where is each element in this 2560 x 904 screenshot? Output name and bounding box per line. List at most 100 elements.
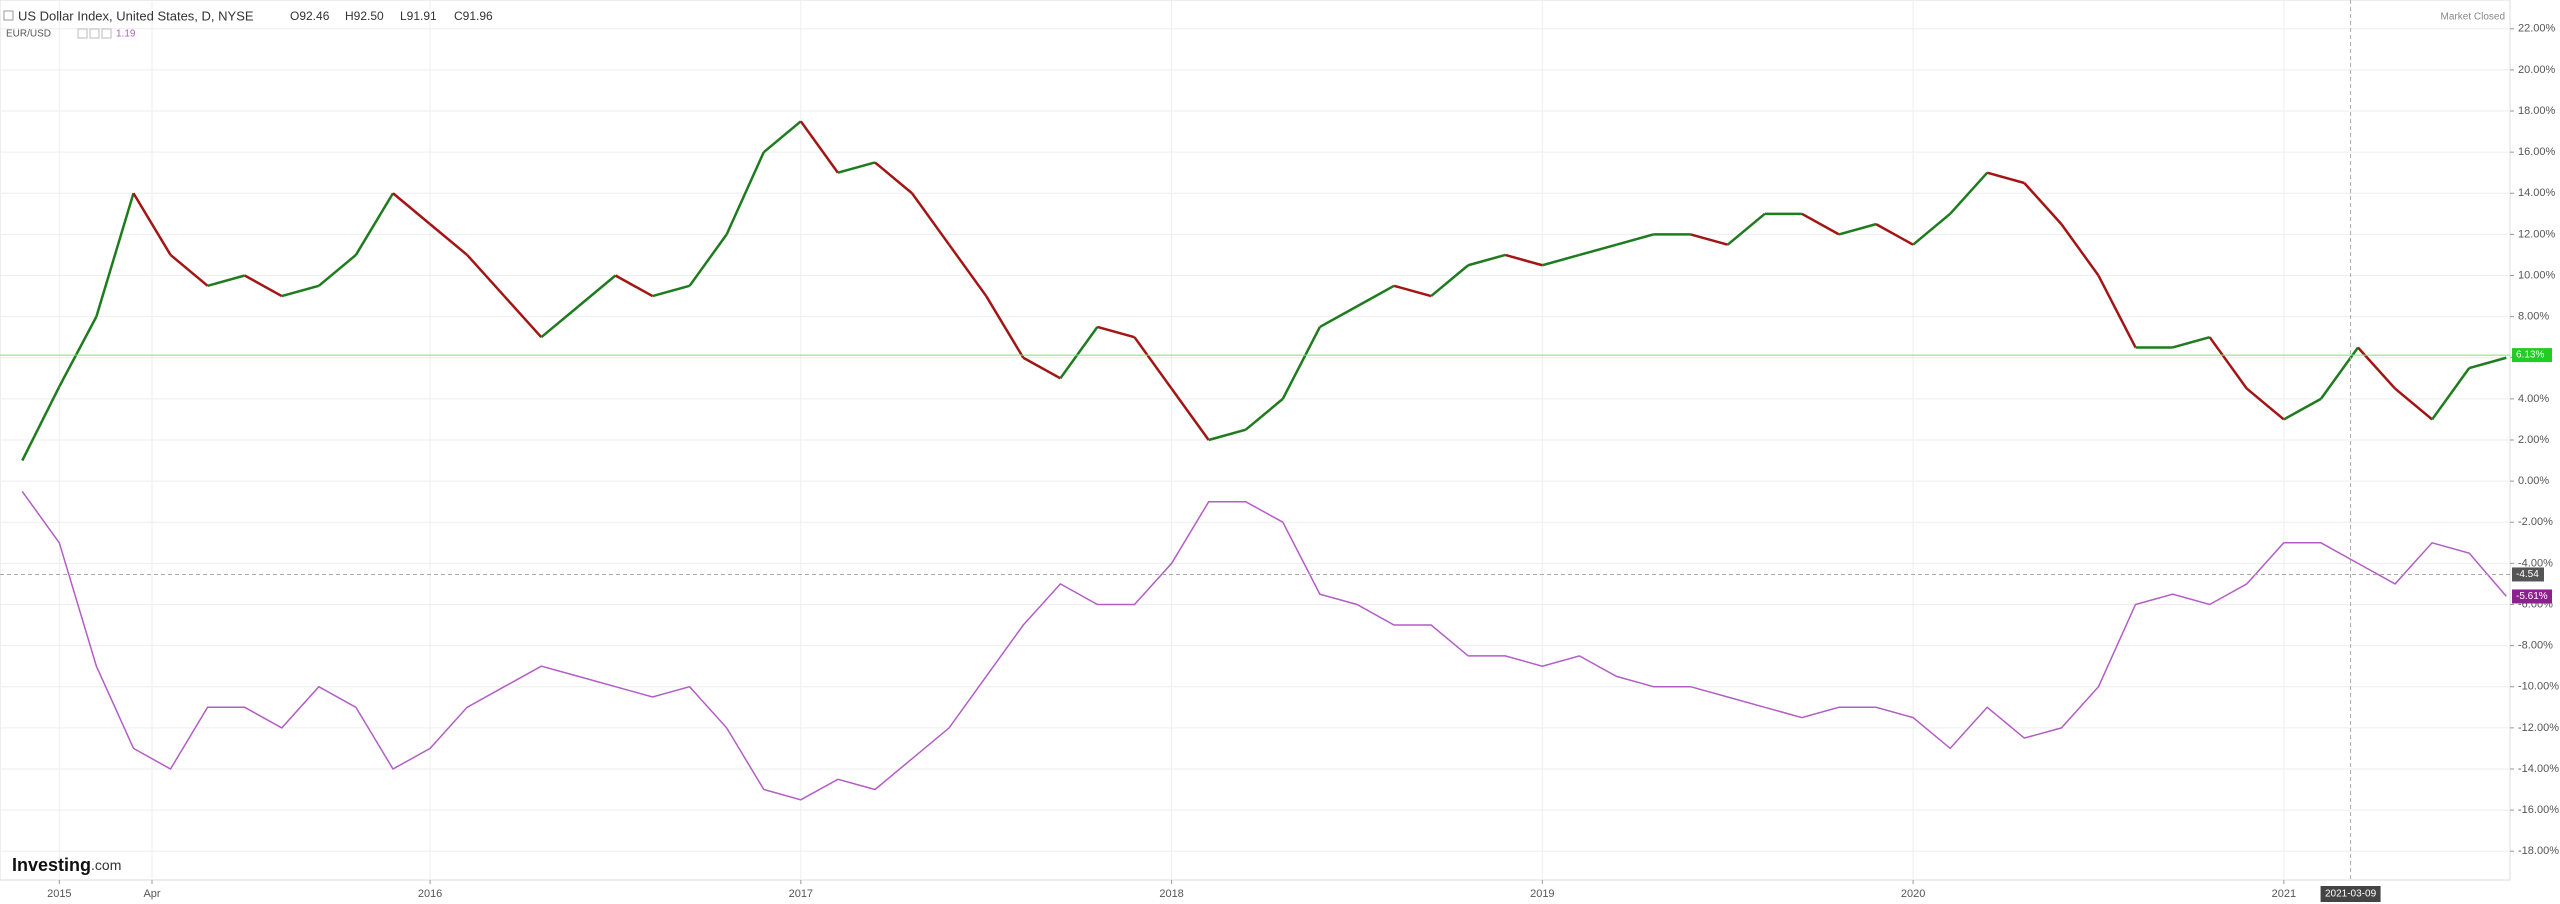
legend-icon[interactable]: [77, 28, 88, 39]
price-segment: [2357, 346, 2396, 390]
price-segment: [2023, 182, 2063, 225]
legend-icon[interactable]: [101, 28, 112, 39]
price-segment: [58, 316, 98, 388]
x-tick-label: 2016: [418, 888, 442, 900]
marks: [21, 120, 2507, 801]
x-tick-label: Apr: [143, 888, 160, 900]
ohlc-high: H92.50: [345, 9, 384, 23]
chart-title: US Dollar Index, United States, D, NYSE: [18, 8, 254, 23]
price-segment: [948, 243, 988, 297]
y-tick-label: 22.00%: [2518, 23, 2556, 35]
y-tick-label: 16.00%: [2518, 146, 2556, 158]
price-segment: [1059, 326, 1099, 380]
price-segment: [985, 295, 1025, 359]
price-segment: [1726, 212, 1766, 246]
price-segment: [1690, 233, 1729, 246]
price-segment: [95, 192, 135, 317]
price-segment: [1319, 305, 1358, 329]
logo-suffix: .com: [91, 857, 121, 873]
y-tick-label: -10.00%: [2518, 681, 2559, 693]
price-segment: [169, 253, 209, 287]
y-tick-label: 4.00%: [2518, 393, 2549, 405]
ohlc-low: L91.91: [400, 9, 437, 23]
price-segment: [2097, 274, 2137, 349]
price-segment: [1281, 326, 1321, 400]
price-segment: [1393, 284, 1432, 298]
y-tick-label: -12.00%: [2518, 722, 2559, 734]
price-segment: [429, 223, 468, 256]
y-tick-label: 2.00%: [2518, 434, 2549, 446]
crosshair-y-box: [2512, 567, 2544, 582]
price-segment: [725, 151, 765, 235]
price-segment: [652, 284, 690, 298]
price-segment: [614, 274, 654, 298]
last-value-label: 6.13%: [2516, 350, 2544, 361]
x-tick-label: 2021: [2272, 888, 2296, 900]
logo: Investing.com: [12, 855, 121, 875]
y-tick-label: 12.00%: [2518, 228, 2556, 240]
price-segment: [2060, 223, 2100, 277]
ohlc-close: C91.96: [454, 9, 493, 23]
last-value-box: [2512, 589, 2552, 604]
price-segment: [318, 253, 357, 287]
header: US Dollar Index, United States, D, NYSE …: [3, 8, 2505, 40]
price-segment: [577, 274, 617, 308]
price-segment: [1912, 212, 1951, 246]
logo-main: Investing: [12, 855, 91, 875]
price-segment: [1801, 212, 1840, 236]
y-tick-label: -14.00%: [2518, 763, 2559, 775]
market-status: Market Closed: [2441, 12, 2505, 23]
legend-icon[interactable]: [89, 28, 100, 39]
last-value-label: -5.61%: [2516, 591, 2548, 602]
price-segment: [466, 254, 506, 297]
price-segment: [132, 192, 172, 256]
collapse-icon[interactable]: [3, 10, 14, 21]
price-segment: [354, 192, 395, 256]
price-segment: [1616, 233, 1654, 246]
y-tick-label: 10.00%: [2518, 269, 2556, 281]
price-segment: [540, 305, 580, 339]
y-tick-label: 0.00%: [2518, 475, 2549, 487]
price-segment: [799, 120, 839, 174]
price-segment: [207, 274, 246, 287]
price-segment: [1541, 253, 1580, 267]
crosshair-y-label: -4.54: [2516, 569, 2539, 580]
ohlc-open: O92.46: [290, 9, 330, 23]
price-segment: [1133, 336, 1173, 390]
y-tick-label: 14.00%: [2518, 187, 2556, 199]
price-segment: [503, 295, 543, 339]
price-segment: [911, 192, 951, 246]
series-line: [21, 490, 2507, 801]
y-tick-label: -4.00%: [2518, 557, 2553, 569]
price-segment: [2245, 387, 2285, 421]
price-segment: [1022, 356, 1061, 380]
y-tick-label: 18.00%: [2518, 105, 2556, 117]
price-segment: [1838, 222, 1877, 236]
x-tick-label: 2015: [47, 888, 71, 900]
y-tick-label: 20.00%: [2518, 64, 2556, 76]
price-segment: [1875, 223, 1914, 246]
legend-value: 1.19: [116, 29, 136, 40]
price-segment: [1356, 284, 1395, 308]
price-segment: [1208, 428, 1247, 442]
last-value-box: [2512, 348, 2552, 363]
price-segment: [2431, 367, 2471, 421]
price-segment: [2172, 335, 2211, 349]
price-segment: [1170, 387, 1210, 441]
x-tick-label: 2017: [789, 888, 813, 900]
price-segment: [2208, 336, 2248, 390]
y-tick-label: 8.00%: [2518, 311, 2549, 323]
y-tick-label: -16.00%: [2518, 804, 2559, 816]
crosshair-x-label: 2021-03-09: [2325, 889, 2377, 900]
price-segment: [1986, 171, 2025, 185]
price-segment: [762, 120, 802, 154]
price-segment: [688, 233, 728, 287]
price-segment: [2283, 397, 2322, 421]
price-segment: [392, 192, 431, 226]
price-segment: [1467, 253, 1506, 267]
legend-entry[interactable]: EUR/USD: [6, 29, 51, 40]
y-tick-label: -18.00%: [2518, 845, 2559, 857]
